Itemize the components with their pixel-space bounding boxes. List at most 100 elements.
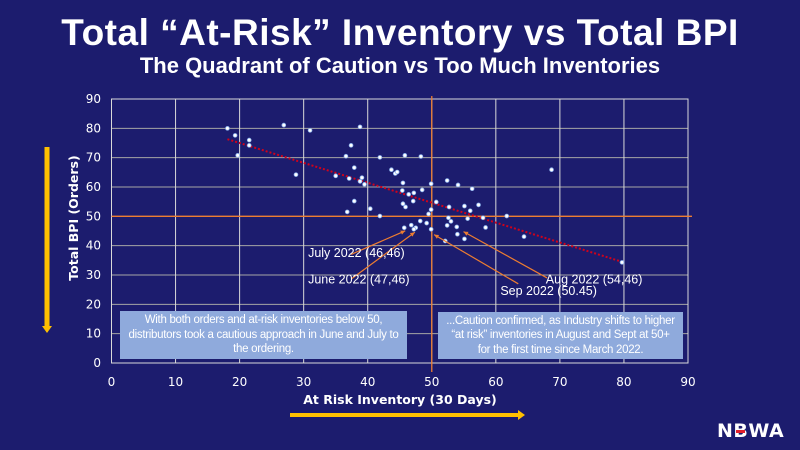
annotation-label: June 2022 (47,46)	[308, 272, 409, 286]
data-point	[333, 173, 338, 179]
threshold-lines	[111, 96, 692, 372]
x-tick-label: 20	[232, 375, 247, 389]
data-point	[377, 213, 383, 219]
y-tick-label: 90	[86, 92, 101, 106]
data-point	[406, 192, 412, 197]
data-point	[465, 216, 470, 221]
y-tick-label: 50	[86, 209, 101, 223]
annotation-arrowhead	[434, 234, 440, 239]
data-point	[549, 167, 554, 172]
data-point	[448, 219, 454, 224]
data-point	[444, 223, 450, 228]
data-point	[394, 169, 400, 175]
data-point	[410, 198, 416, 204]
annotation-arrow-line	[350, 230, 406, 256]
data-point	[351, 165, 357, 170]
data-point	[455, 231, 460, 237]
data-point	[454, 224, 460, 230]
data-point	[367, 206, 373, 212]
y-tick-label: 40	[86, 239, 101, 253]
y-tick-label: 20	[86, 297, 101, 311]
x-tick-label: 80	[616, 375, 631, 389]
trendline	[227, 138, 623, 263]
data-point	[246, 143, 252, 148]
x-tick-label: 10	[168, 375, 183, 389]
data-point	[521, 234, 527, 239]
data-point	[359, 175, 365, 180]
data-point	[444, 178, 450, 183]
data-point	[428, 226, 434, 232]
data-point	[362, 182, 367, 187]
x-tick-label: 30	[296, 375, 311, 389]
data-point	[235, 153, 240, 158]
data-point	[351, 198, 357, 204]
data-point	[417, 218, 423, 224]
x-tick-label: 60	[488, 375, 503, 389]
data-point	[480, 215, 486, 221]
data-point	[307, 128, 313, 133]
data-point	[504, 213, 510, 219]
data-point	[411, 226, 417, 232]
data-point	[400, 180, 406, 186]
annotation-arrow-line	[463, 231, 548, 279]
data-point	[293, 172, 299, 177]
data-point	[401, 225, 407, 231]
data-point	[377, 155, 383, 160]
x-tick-label: 0	[108, 375, 116, 389]
annotation-arrowhead	[400, 230, 406, 235]
data-point	[428, 207, 434, 212]
data-point	[389, 167, 394, 172]
y-tick-label: 10	[86, 327, 101, 341]
data-point	[408, 222, 414, 228]
y-tick-label: 60	[86, 180, 101, 194]
y-tick-labels: 0 10 20 30 40 50 60 70 80 90	[86, 92, 101, 370]
data-point	[343, 153, 349, 159]
data-point	[476, 202, 481, 208]
trendline-group	[227, 138, 623, 263]
data-point	[419, 187, 425, 193]
data-point	[446, 204, 452, 210]
data-point	[467, 208, 473, 214]
data-point	[402, 153, 408, 158]
y-direction-arrow	[42, 147, 52, 333]
annotation-label: Sep 2022 (50.45)	[500, 284, 597, 298]
data-point	[411, 190, 417, 196]
y-tick-label: 80	[86, 121, 101, 135]
data-point	[469, 186, 475, 192]
annotation-label: July 2022 (46,46)	[308, 246, 405, 260]
annotation-arrowhead	[463, 231, 469, 236]
data-point	[344, 209, 350, 215]
data-point	[246, 137, 252, 143]
x-tick-labels: 0 10 20 30 40 50 60 70 80 90	[108, 375, 696, 389]
data-point	[455, 182, 461, 188]
data-point	[232, 133, 238, 138]
data-point	[403, 204, 408, 210]
annotation-arrows	[350, 230, 548, 285]
data-point	[281, 122, 287, 128]
caution-note-right: ...Caution confirmed, as Industry shifts…	[438, 312, 683, 359]
data-point	[424, 220, 429, 226]
data-point	[446, 215, 451, 221]
data-point	[483, 225, 488, 230]
x-tick-label: 50	[424, 375, 439, 389]
annotation-arrowhead	[409, 232, 415, 237]
data-point	[346, 176, 352, 181]
annotation-labels: July 2022 (46,46) June 2022 (47,46) Sep 20…	[308, 246, 642, 298]
x-tick-label: 70	[552, 375, 567, 389]
data-point	[400, 201, 406, 207]
data-point	[418, 154, 424, 159]
data-point	[348, 143, 354, 148]
nbwa-logo: NBWA	[717, 420, 785, 442]
data-point	[357, 124, 363, 130]
y-axis-title: Total BPI (Orders)	[66, 155, 81, 280]
chart-title: Total “At-Risk” Inventory vs Total BPI	[61, 12, 739, 53]
chart-subtitle: The Quadrant of Caution vs Too Much Inve…	[139, 53, 661, 78]
x-direction-arrow	[290, 410, 525, 420]
data-point	[433, 199, 439, 205]
data-point	[462, 236, 467, 242]
data-point	[225, 126, 230, 131]
data-point	[462, 203, 467, 209]
x-tick-label: 90	[680, 375, 695, 389]
data-point	[426, 211, 431, 217]
